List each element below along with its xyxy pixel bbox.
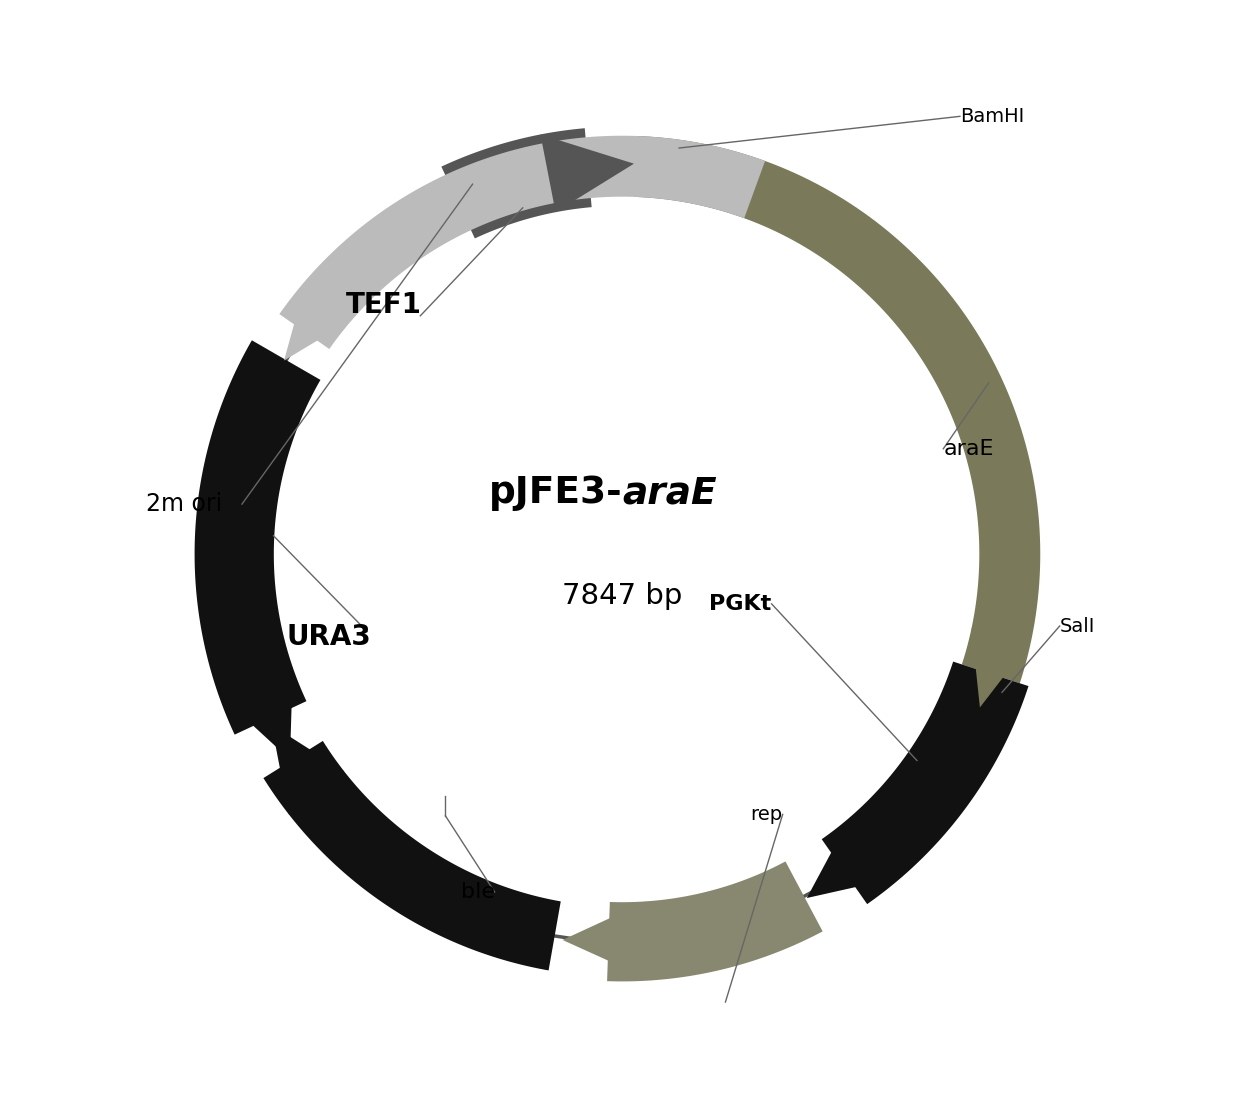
Text: ble: ble (460, 882, 495, 902)
Polygon shape (218, 667, 292, 760)
Polygon shape (540, 134, 634, 213)
Text: 2m ori: 2m ori (147, 492, 223, 516)
Text: 7847 bp: 7847 bp (562, 582, 682, 611)
Text: URA3: URA3 (286, 623, 371, 652)
Polygon shape (822, 661, 1029, 904)
Text: pJFE3-: pJFE3- (489, 475, 622, 511)
Text: araE: araE (622, 475, 717, 511)
Polygon shape (271, 725, 345, 814)
Polygon shape (607, 861, 822, 982)
Polygon shape (562, 901, 652, 981)
Text: SalI: SalI (1060, 616, 1095, 636)
Polygon shape (194, 340, 321, 735)
Polygon shape (634, 136, 1040, 684)
Polygon shape (264, 741, 561, 971)
Polygon shape (807, 817, 902, 897)
Text: TEF1: TEF1 (346, 290, 422, 319)
Text: rep: rep (750, 804, 782, 824)
Polygon shape (442, 129, 592, 238)
Text: araE: araE (943, 439, 994, 459)
Polygon shape (972, 628, 1031, 707)
Polygon shape (280, 136, 765, 349)
Polygon shape (284, 279, 352, 360)
Text: BamHI: BamHI (960, 106, 1024, 126)
Text: PGKt: PGKt (709, 594, 771, 614)
